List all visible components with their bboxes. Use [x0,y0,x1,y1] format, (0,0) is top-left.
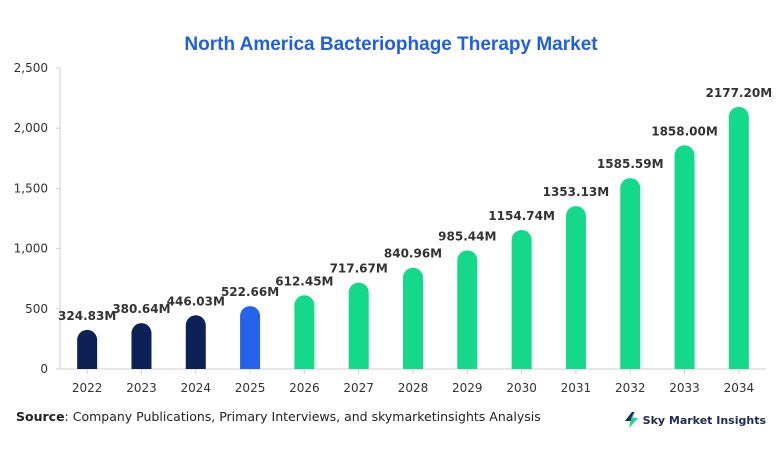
x-tick-label: 2028 [398,381,429,395]
data-label-2032: 1585.59M [597,157,664,171]
data-label-2028: 840.96M [384,247,442,261]
bar-2024 [185,315,206,369]
y-tick-label: 0 [40,362,48,376]
data-label-2024: 446.03M [167,294,225,308]
data-label-2034: 2177.20M [706,86,773,100]
data-label-2033: 1858.00M [651,124,718,138]
brand-logo: Sky Market Insights [624,412,766,428]
lightning-bolt-icon [624,412,638,428]
x-tick-label: 2031 [561,381,592,395]
bar-2028 [403,267,423,369]
bar-2033 [674,145,695,369]
x-tick-label: 2033 [669,381,700,395]
y-tick-label: 1,000 [14,242,48,256]
bar-2026 [294,295,315,369]
bar-2023 [131,323,152,369]
x-tick-label: 2032 [615,381,646,395]
x-tick-label: 2027 [343,381,374,395]
bar-2022 [77,329,98,369]
data-label-2027: 717.67M [330,262,388,276]
y-tick-label: 1,500 [14,181,48,195]
x-tick-label: 2026 [289,381,320,395]
y-tick-label: 2,000 [14,121,48,135]
data-label-2029: 985.44M [438,229,496,243]
source-text: : Company Publications, Primary Intervie… [64,409,541,424]
x-tick-label: 2034 [724,381,755,395]
bar-2031 [565,206,586,369]
chart-title: North America Bacteriophage Therapy Mark… [184,34,598,55]
x-tick-label: 2023 [126,381,157,395]
y-tick-label: 500 [25,302,48,316]
data-label-2026: 612.45M [275,274,333,288]
data-labels-group: 324.83M380.64M446.03M522.66M612.45M717.6… [58,86,772,323]
bar-2032 [620,178,641,369]
x-tick-label: 2024 [180,381,211,395]
source-note: Source: Company Publications, Primary In… [16,409,541,424]
y-tick-label: 2,500 [14,61,48,75]
x-tick-label: 2029 [452,381,483,395]
data-label-2025: 522.66M [221,285,279,299]
brand-name: Sky Market Insights [642,413,766,427]
bar-2029 [457,250,478,369]
data-label-2030: 1154.74M [488,209,555,223]
x-tick-label: 2022 [72,381,103,395]
data-label-2023: 380.64M [112,302,170,316]
x-tick-label: 2030 [506,381,537,395]
data-label-2022: 324.83M [58,309,116,323]
x-axis: 2022 2023 2024 2025 2026 2027 2028 2029 2030 2031… [60,368,766,395]
bar-2030 [511,229,532,369]
data-label-2031: 1353.13M [543,185,610,199]
y-axis: 0 500 1,000 1,500 2,000 2,500 [14,61,61,376]
x-tick-label: 2025 [235,381,266,395]
source-label: Source [16,409,65,424]
bar-2027 [348,282,369,369]
bar-2025 [240,306,261,369]
bars-group [77,106,749,370]
bar-2034 [728,106,749,370]
